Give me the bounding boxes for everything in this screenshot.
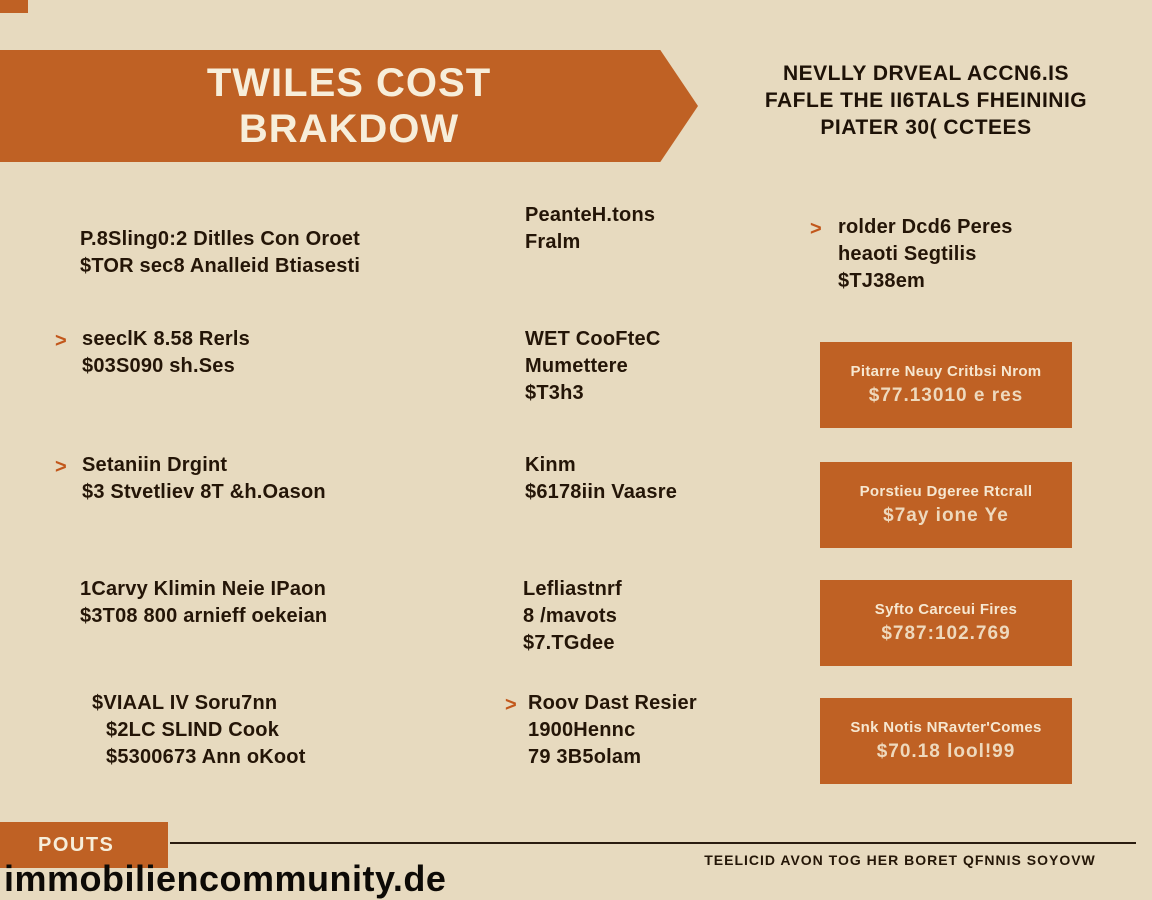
chevron-right-icon: > <box>810 218 822 240</box>
cost-item: $VIAAL IV Soru7nn $2LC SLIND Cook $53006… <box>92 690 306 771</box>
cost-item-price: $7.TGdee <box>523 632 615 654</box>
cost-item-title: WET CooFteC <box>525 328 661 350</box>
highlight-box: Snk Notis NRavter'Comes $70.18 lool!99 <box>820 698 1072 784</box>
cost-item-title: 1Carvy Klimin Neie IPaon <box>80 578 327 600</box>
footer-divider <box>170 842 1136 844</box>
highlight-box: Pitarre Neuy Critbsi Nrom $77.13010 e re… <box>820 342 1072 428</box>
highlight-box-title: Pitarre Neuy Critbsi Nrom <box>850 363 1042 380</box>
highlight-box-price: $7ay ione Ye <box>883 505 1009 526</box>
chevron-right-icon: > <box>55 330 67 352</box>
footer-tag-label: POUTS <box>38 833 115 856</box>
cost-item: WET CooFteC Mumettere $T3h3 <box>525 326 661 407</box>
highlight-box-title: Snk Notis NRavter'Comes <box>850 719 1042 736</box>
header-subtitle: NEVLLY DRVEAL ACCN6.IS FAFLE THE II6TALS… <box>700 60 1152 141</box>
cost-item-title: Roov Dast Resier <box>528 692 697 714</box>
highlight-box-price: $70.18 lool!99 <box>876 741 1016 762</box>
highlight-box-title: Syfto Carceui Fires <box>874 601 1018 618</box>
cost-item-title: Setaniin Drgint <box>82 454 228 476</box>
page-title-line1: TWILES COST <box>206 61 492 105</box>
cost-item-title: seeclK 8.58 Rerls <box>82 328 250 350</box>
cost-item-subtitle: 1900Hennc <box>528 719 636 741</box>
cost-item-price: $3 Stvetliev 8T &h.Oason <box>82 481 326 503</box>
cost-item-price: $T3h3 <box>525 382 584 404</box>
highlight-box-price: $787:102.769 <box>881 623 1011 644</box>
title-banner: TWILES COST BRAKDOW <box>0 50 698 162</box>
cost-item-price: $5300673 Ann oKoot <box>106 746 306 768</box>
page-title-line2: BRAKDOW <box>238 107 460 151</box>
cost-item-price: $03S090 sh.Ses <box>82 355 235 377</box>
page-title: TWILES COST BRAKDOW <box>207 60 491 152</box>
highlight-box: Porstieu Dgeree Rtcrall $7ay ione Ye <box>820 462 1072 548</box>
chevron-right-icon: > <box>55 456 67 478</box>
chevron-right-icon: > <box>505 694 517 716</box>
cost-item-price: $3T08 800 arnieff oekeian <box>80 605 328 627</box>
corner-accent-bar <box>0 0 28 13</box>
cost-item-price: 79 3B5olam <box>528 746 642 768</box>
cost-item: 1Carvy Klimin Neie IPaon $3T08 800 arnie… <box>80 576 327 630</box>
cost-item-price: $2LC SLIND Cook <box>106 719 280 741</box>
footer-tag: POUTS <box>0 822 168 868</box>
cost-item-price: $TOR sec8 Analleid Btiasesti <box>80 255 361 277</box>
cost-item-subtitle: heaoti Segtilis <box>838 243 977 265</box>
cost-item-title: PeanteH.tons <box>525 204 656 226</box>
cost-item-title: Kinm <box>525 454 576 476</box>
cost-item-title: Lefliastnrf <box>523 578 622 600</box>
footer-note: TEELICID AVON TOG HER BORET QFNNIS SOYOV… <box>704 852 1096 868</box>
cost-item-title: $VIAAL IV Soru7nn <box>92 692 278 714</box>
watermark: immobiliencommunity.de <box>4 858 447 899</box>
cost-item-subtitle: 8 /mavots <box>523 605 618 627</box>
header-subtitle-line3: PIATER 30( CCTEES <box>820 116 1032 139</box>
header-subtitle-line1: NEVLLY DRVEAL ACCN6.IS <box>782 62 1070 85</box>
highlight-box-price: $77.13010 e res <box>868 385 1024 406</box>
cost-item: PeanteH.tons Fralm <box>525 202 655 256</box>
cost-item: P.8Sling0:2 Ditlles Con Oroet $TOR sec8 … <box>80 226 360 280</box>
cost-item: Roov Dast Resier 1900Hennc 79 3B5olam <box>528 690 697 771</box>
cost-item: seeclK 8.58 Rerls $03S090 sh.Ses <box>82 326 250 380</box>
cost-item: rolder Dcd6 Peres heaoti Segtilis $TJ38e… <box>838 214 1013 295</box>
cost-item-title: P.8Sling0:2 Ditlles Con Oroet <box>80 228 360 250</box>
cost-item-price: Fralm <box>525 231 581 253</box>
cost-item: Lefliastnrf 8 /mavots $7.TGdee <box>523 576 622 657</box>
header-subtitle-line2: FAFLE THE II6TALS FHEININIG <box>764 89 1088 112</box>
cost-item-subtitle: Mumettere <box>525 355 628 377</box>
highlight-box-title: Porstieu Dgeree Rtcrall <box>859 483 1033 500</box>
cost-item-price: $6178iin Vaasre <box>525 481 678 503</box>
cost-item: Kinm $6178iin Vaasre <box>525 452 677 506</box>
highlight-box: Syfto Carceui Fires $787:102.769 <box>820 580 1072 666</box>
cost-item-price: $TJ38em <box>838 270 926 292</box>
cost-item: Setaniin Drgint $3 Stvetliev 8T &h.Oason <box>82 452 326 506</box>
cost-item-title: rolder Dcd6 Peres <box>838 216 1013 238</box>
